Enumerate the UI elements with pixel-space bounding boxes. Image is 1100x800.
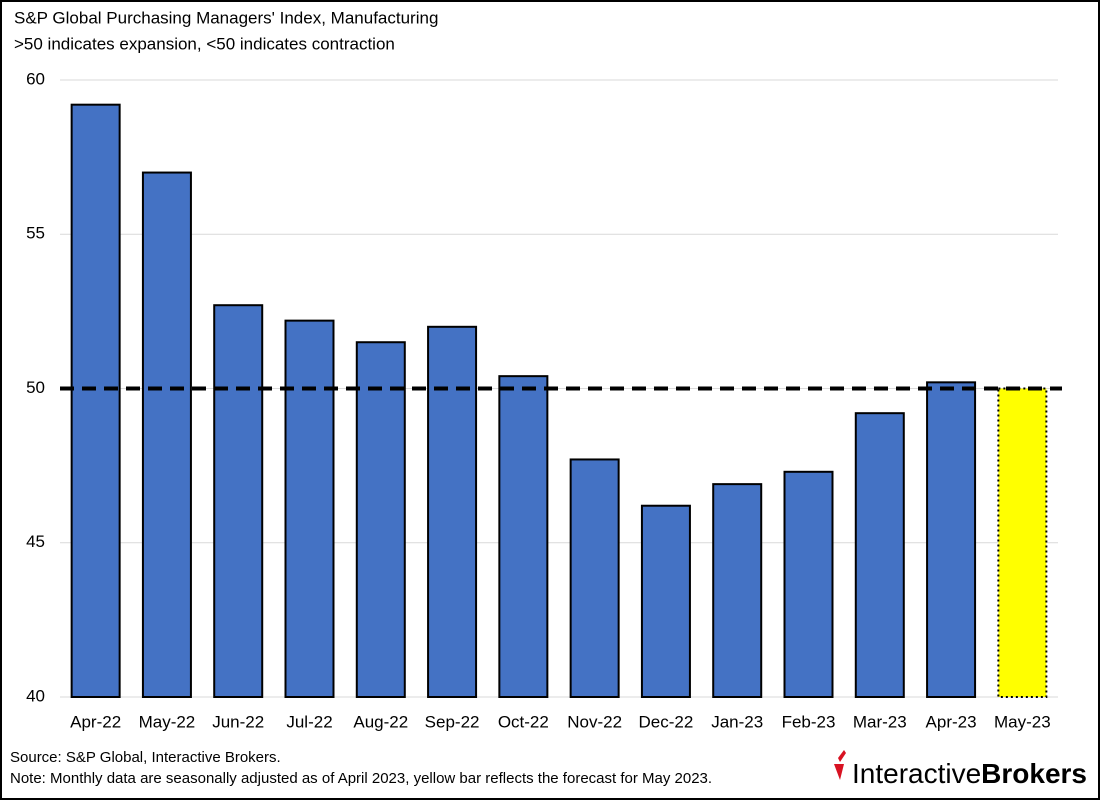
bar	[569, 458, 620, 698]
bar	[640, 504, 691, 699]
bar	[213, 304, 264, 698]
bar	[854, 412, 905, 698]
x-tick-label: Apr-22	[70, 712, 121, 731]
bar	[427, 325, 478, 698]
x-tick-label: Jan-23	[711, 712, 763, 731]
y-tick-label: 40	[26, 686, 45, 705]
bar	[997, 387, 1048, 698]
y-tick-label: 50	[26, 378, 45, 397]
x-tick-label: Nov-22	[567, 712, 622, 731]
y-tick-label: 55	[26, 224, 45, 243]
logo: InteractiveBrokers	[852, 758, 1087, 789]
chart-subtitle: >50 indicates expansion, <50 indicates c…	[14, 34, 395, 53]
x-tick-label: Jul-22	[286, 712, 332, 731]
bar	[498, 375, 549, 698]
note: Note: Monthly data are seasonally adjust…	[10, 770, 712, 787]
bar	[284, 319, 335, 698]
logo-part: Brokers	[981, 758, 1087, 789]
y-tick-label: 45	[26, 532, 45, 551]
chart-title: S&P Global Purchasing Managers' Index, M…	[14, 8, 438, 27]
x-tick-label: May-23	[994, 712, 1051, 731]
bar	[926, 381, 977, 698]
x-tick-label: May-22	[139, 712, 196, 731]
y-tick-label: 60	[26, 69, 45, 88]
bar	[141, 171, 192, 699]
x-tick-label: Dec-22	[639, 712, 694, 731]
x-tick-label: Apr-23	[926, 712, 977, 731]
x-tick-label: Mar-23	[853, 712, 907, 731]
x-tick-label: Sep-22	[425, 712, 480, 731]
logo-mark	[834, 750, 846, 780]
bar	[712, 483, 763, 699]
logo-part: Interactive	[852, 758, 981, 789]
bar	[70, 103, 121, 699]
bar	[783, 470, 834, 699]
x-tick-label: Aug-22	[353, 712, 408, 731]
source: Source: S&P Global, Interactive Brokers.	[10, 749, 281, 766]
bar	[355, 341, 406, 698]
x-tick-label: Oct-22	[498, 712, 549, 731]
x-tick-label: Feb-23	[782, 712, 836, 731]
x-tick-label: Jun-22	[212, 712, 264, 731]
